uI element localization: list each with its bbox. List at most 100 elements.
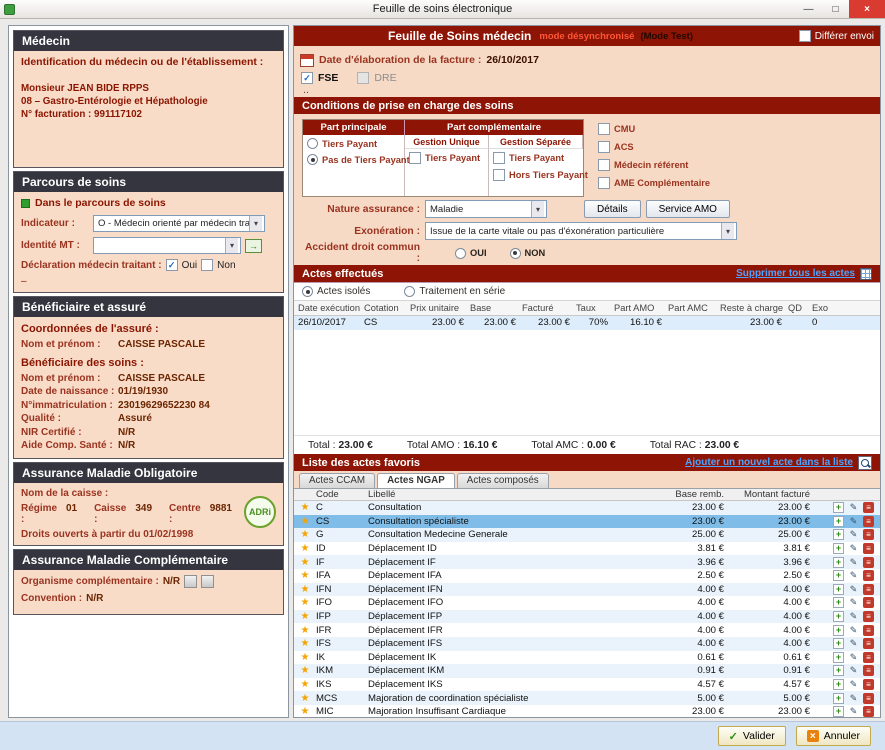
star-icon[interactable]: [294, 556, 316, 569]
star-icon[interactable]: [294, 678, 316, 691]
service-amo-button[interactable]: Service AMO: [646, 200, 730, 218]
favori-row[interactable]: MCS Majoration de coordination spécialis…: [294, 691, 880, 705]
column-header[interactable]: QD: [788, 301, 812, 315]
favori-row[interactable]: IFN Déplacement IFN 4.00 € 4.00 €: [294, 583, 880, 597]
column-libelle[interactable]: Libellé: [368, 489, 658, 500]
delete-act-icon[interactable]: [863, 679, 874, 690]
identite-mt-select[interactable]: ▾: [93, 237, 241, 254]
column-header[interactable]: Facturé: [522, 301, 576, 315]
option-checkbox[interactable]: [598, 177, 610, 189]
star-icon[interactable]: [294, 501, 316, 514]
delete-act-icon[interactable]: [863, 502, 874, 513]
favori-row[interactable]: C Consultation 23.00 € 23.00 €: [294, 501, 880, 515]
apply-act-icon[interactable]: [833, 529, 844, 540]
tab-actes-ngap[interactable]: Actes NGAP: [377, 473, 455, 488]
details-button[interactable]: Détails: [584, 200, 641, 218]
edit-act-icon[interactable]: [848, 638, 859, 649]
close-button[interactable]: ×: [849, 0, 885, 18]
tab-actes-composes[interactable]: Actes composés: [457, 473, 549, 488]
apply-act-icon[interactable]: [833, 638, 844, 649]
edit-act-icon[interactable]: [848, 516, 859, 527]
apply-act-icon[interactable]: [833, 570, 844, 581]
maximize-button[interactable]: □: [822, 0, 849, 18]
apply-act-icon[interactable]: [833, 597, 844, 608]
tab-actes-ccam[interactable]: Actes CCAM: [299, 473, 375, 488]
accident-non-radio[interactable]: [510, 248, 521, 259]
favori-row[interactable]: IFS Déplacement IFS 4.00 € 4.00 €: [294, 637, 880, 651]
apply-act-icon[interactable]: [833, 665, 844, 676]
column-header[interactable]: Base: [470, 301, 522, 315]
star-icon[interactable]: [294, 705, 316, 717]
favori-row[interactable]: IFO Déplacement IFO 4.00 € 4.00 €: [294, 596, 880, 610]
favori-row[interactable]: IFP Déplacement IFP 4.00 € 4.00 €: [294, 610, 880, 624]
favori-row[interactable]: ID Déplacement ID 3.81 € 3.81 €: [294, 542, 880, 556]
column-montant-facture[interactable]: Montant facturé: [730, 489, 816, 500]
pas-tiers-payant-radio[interactable]: [307, 154, 318, 165]
apply-act-icon[interactable]: [833, 557, 844, 568]
edit-act-icon[interactable]: [848, 597, 859, 608]
delete-act-icon[interactable]: [863, 665, 874, 676]
column-header[interactable]: Exo: [812, 301, 838, 315]
nature-assurance-select[interactable]: Maladie ▾: [425, 200, 547, 218]
apply-act-icon[interactable]: [833, 693, 844, 704]
favori-row[interactable]: MIC Majoration Insuffisant Cardiaque 23.…: [294, 705, 880, 717]
declaration-non-checkbox[interactable]: [201, 259, 213, 271]
column-header[interactable]: Date exécution: [298, 301, 364, 315]
star-icon[interactable]: [294, 596, 316, 609]
adri-badge[interactable]: ADRi: [244, 496, 276, 528]
apply-act-icon[interactable]: [833, 652, 844, 663]
edit-act-icon[interactable]: [848, 502, 859, 513]
calendar-icon[interactable]: [300, 54, 314, 67]
gs-hors-tiers-payant-checkbox[interactable]: [493, 169, 505, 181]
ajouter-acte-link[interactable]: Ajouter un nouvel acte dans la liste: [685, 457, 853, 468]
delete-act-icon[interactable]: [863, 584, 874, 595]
column-header[interactable]: Part AMC: [668, 301, 720, 315]
exoneration-select[interactable]: Issue de la carte vitale ou pas d'éxonér…: [425, 222, 737, 240]
organisme-edit-button[interactable]: [184, 575, 197, 588]
apply-act-icon[interactable]: [833, 502, 844, 513]
star-icon[interactable]: [294, 515, 316, 528]
option-checkbox[interactable]: [598, 159, 610, 171]
edit-act-icon[interactable]: [848, 706, 859, 717]
column-header[interactable]: Reste à charge: [720, 301, 788, 315]
indicateur-select[interactable]: O - Médecin orienté par médecin traitant…: [93, 215, 265, 232]
apply-act-icon[interactable]: [833, 516, 844, 527]
column-header[interactable]: Taux: [576, 301, 614, 315]
star-icon[interactable]: [294, 569, 316, 582]
delete-act-icon[interactable]: [863, 611, 874, 622]
edit-act-icon[interactable]: [848, 665, 859, 676]
star-icon[interactable]: [294, 542, 316, 555]
favori-row[interactable]: IKS Déplacement IKS 4.57 € 4.57 €: [294, 678, 880, 692]
acte-row[interactable]: 26/10/2017 CS 23.00 € 23.00 € 23.00 € 70…: [294, 316, 880, 330]
delete-act-icon[interactable]: [863, 625, 874, 636]
delete-act-icon[interactable]: [863, 652, 874, 663]
column-code[interactable]: Code: [316, 489, 368, 500]
traitement-serie-radio[interactable]: [404, 286, 415, 297]
option-checkbox[interactable]: [598, 123, 610, 135]
star-icon[interactable]: [294, 528, 316, 541]
apply-act-icon[interactable]: [833, 584, 844, 595]
apply-act-icon[interactable]: [833, 679, 844, 690]
gu-tiers-payant-checkbox[interactable]: [409, 152, 421, 164]
favori-row[interactable]: IF Déplacement IF 3.96 € 3.96 €: [294, 555, 880, 569]
edit-act-icon[interactable]: [848, 625, 859, 636]
differer-envoi-checkbox[interactable]: [799, 30, 811, 42]
star-icon[interactable]: [294, 637, 316, 650]
edit-act-icon[interactable]: [848, 611, 859, 622]
apply-act-icon[interactable]: [833, 625, 844, 636]
apply-act-icon[interactable]: [833, 543, 844, 554]
accident-oui-radio[interactable]: [455, 248, 466, 259]
declaration-oui-checkbox[interactable]: [166, 259, 178, 271]
star-icon[interactable]: [294, 610, 316, 623]
star-icon[interactable]: [294, 624, 316, 637]
valider-button[interactable]: Valider: [718, 726, 786, 746]
supprimer-tous-link[interactable]: Supprimer tous les actes: [736, 268, 855, 279]
delete-act-icon[interactable]: [863, 543, 874, 554]
annuler-button[interactable]: Annuler: [796, 726, 871, 746]
column-header[interactable]: Part AMO: [614, 301, 668, 315]
column-base-remb[interactable]: Base remb.: [658, 489, 730, 500]
card-reader-icon[interactable]: [245, 239, 262, 253]
favori-row[interactable]: IFR Déplacement IFR 4.00 € 4.00 €: [294, 623, 880, 637]
star-icon[interactable]: [294, 692, 316, 705]
star-icon[interactable]: [294, 651, 316, 664]
